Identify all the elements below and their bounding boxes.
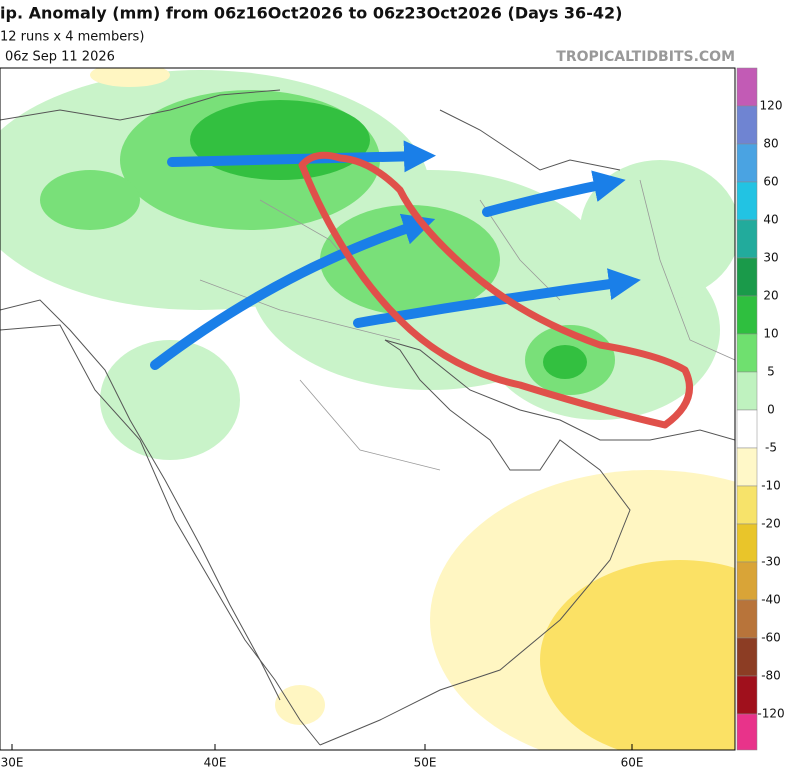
colorbar-swatch: [736, 485, 758, 525]
black-sea-coast: [0, 89, 281, 121]
colorbar-label: 60: [763, 175, 778, 189]
colorbar-label: 0: [767, 403, 775, 417]
colorbar-label: 5: [767, 365, 775, 379]
red-sea-coast-west: [0, 299, 281, 701]
colorbar-swatch: [736, 637, 758, 677]
colorbar-label: -40: [761, 593, 781, 607]
longitude-label: 50E: [414, 756, 437, 770]
colorbar-swatch: [736, 523, 758, 563]
arabia-coast: [319, 339, 631, 746]
colorbar-label: -30: [761, 555, 781, 569]
colorbar-label: -80: [761, 669, 781, 683]
longitude-label: 60E: [621, 756, 644, 770]
colorbar-label: -20: [761, 517, 781, 531]
colorbar: 120 80 60 40 30 20 10 5 0 -5 -10 -20 -30 -40 -60 -80 -12…: [736, 67, 785, 751]
colorbar-swatch: [736, 295, 758, 335]
colorbar-swatch: [736, 561, 758, 601]
colorbar-swatch: [736, 713, 758, 751]
colorbar-swatch: [736, 257, 758, 297]
colorbar-label: -10: [761, 479, 781, 493]
colorbar-swatch: [736, 675, 758, 715]
flow-arrows: [150, 140, 641, 370]
colorbar-swatch: [736, 105, 758, 145]
map: [0, 68, 735, 750]
colorbar-swatch: [736, 371, 758, 411]
colorbar-label: -5: [765, 441, 777, 455]
title: ip. Anomaly (mm) from 06z16Oct2026 to 06…: [0, 4, 622, 23]
longitude-label: 40E: [204, 756, 227, 770]
colorbar-swatch: [736, 143, 758, 183]
colorbar-swatch: [736, 409, 758, 449]
watermark: TROPICALTIDBITS.COM: [556, 49, 735, 65]
red-sea-coast: [0, 324, 321, 746]
colorbar-swatch: [736, 447, 758, 487]
colorbar-label: -60: [761, 631, 781, 645]
colorbar-label: 40: [763, 213, 778, 227]
colorbar-label: 30: [763, 251, 778, 265]
subtitle: 12 runs x 4 members): [0, 30, 144, 45]
colorbar-swatch: [736, 333, 758, 373]
colorbar-swatch: [736, 181, 758, 221]
caspian-coast: [439, 109, 621, 171]
colorbar-swatch: [736, 67, 758, 107]
colorbar-swatch: [736, 599, 758, 639]
longitude-axis: 30E 40E 50E 60E: [1, 744, 644, 770]
iran-coast: [384, 339, 735, 441]
colorbar-label: 120: [760, 99, 783, 113]
colorbar-label: 80: [763, 137, 778, 151]
borders: [199, 179, 735, 471]
longitude-label: 30E: [1, 756, 24, 770]
dry-mid: [540, 560, 735, 750]
colorbar-swatch: [736, 219, 758, 259]
colorbar-label: 10: [763, 327, 778, 341]
colorbar-label: -120: [757, 707, 784, 721]
highlight-corridor: [298, 151, 693, 429]
init-time: 06z Sep 11 2026: [5, 50, 115, 65]
map-frame: [0, 67, 736, 751]
colorbar-label: 20: [763, 289, 778, 303]
